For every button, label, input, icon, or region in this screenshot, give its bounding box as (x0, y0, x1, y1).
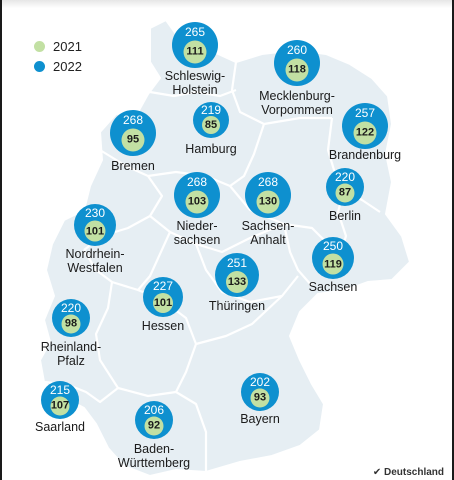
value-2022: 230 (84, 206, 106, 221)
frame-left (0, 0, 2, 480)
value-2022: 265 (184, 25, 206, 40)
value-2022: 251 (226, 255, 248, 270)
value-2021: 122 (355, 126, 375, 139)
circle-2021: 93 (250, 388, 270, 408)
circle-2021: 119 (322, 253, 344, 275)
state-name: Baden- Württemberg (117, 442, 191, 470)
value-2022: 268 (257, 175, 279, 190)
legend-item-2021: 2021 (34, 36, 82, 56)
value-2022: 220 (60, 300, 82, 315)
logo: ✔ Deutschland (373, 467, 444, 478)
value-2022: 219 (200, 103, 222, 118)
value-2022: 268 (122, 113, 144, 128)
state-name: Berlin (329, 209, 361, 223)
circle-2021: 111 (183, 40, 207, 64)
value-2021: 101 (153, 297, 173, 309)
value-2021: 118 (288, 63, 306, 76)
state-name: Schleswig- Holstein (164, 69, 226, 97)
legend: 2021 2022 (34, 36, 82, 76)
top-strip (0, 0, 454, 8)
value-2021: 107 (50, 399, 70, 412)
legend-dot-2022 (34, 60, 45, 72)
state-name: Nordrhein- Westfalen (65, 247, 125, 275)
circle-2021: 87 (335, 183, 355, 203)
value-2021: 111 (186, 45, 204, 58)
value-2021: 93 (253, 391, 267, 404)
circle-2021: 101 (153, 293, 173, 313)
legend-label: 2022 (53, 58, 82, 74)
state-name: Mecklenburg- Vorpommern (259, 89, 335, 117)
state-name: Thüringen (208, 299, 266, 313)
value-2021: 85 (204, 119, 218, 132)
value-2022: 220 (334, 169, 356, 184)
value-2021: 119 (324, 258, 342, 271)
value-2021: 103 (187, 195, 207, 208)
value-2021: 95 (126, 133, 140, 146)
state-name: Saarland (34, 420, 86, 434)
value-2022: 268 (186, 175, 208, 190)
value-2022: 260 (286, 43, 308, 58)
state-name: Hamburg (185, 142, 237, 156)
value-2021: 130 (258, 195, 278, 208)
value-2022: 206 (143, 402, 165, 417)
legend-dot-2021 (34, 40, 45, 52)
legend-item-2022: 2022 (34, 56, 82, 76)
value-2021: 133 (227, 275, 247, 288)
logo-icon: ✔ (372, 467, 382, 478)
state-name: Sachsen (308, 280, 358, 294)
state-name: Rheinland- Pfalz (40, 340, 102, 368)
circle-2021: 95 (121, 128, 145, 152)
value-2021: 87 (338, 186, 352, 199)
value-2021: 92 (147, 419, 161, 432)
state-name: Bayern (240, 412, 280, 426)
value-2022: 250 (322, 239, 344, 254)
circle-2021: 130 (256, 190, 280, 214)
circle-2021: 122 (353, 121, 377, 145)
circle-2021: 107 (50, 396, 70, 416)
state-name: Sachsen- Anhalt (241, 219, 295, 247)
logo-text: Deutschland (383, 467, 444, 478)
value-2021: 101 (85, 225, 105, 238)
state-name: Nieder- sachsen (173, 219, 221, 247)
state-name: Hessen (141, 319, 185, 333)
circle-2021: 92 (144, 416, 164, 436)
circle-2021: 118 (285, 58, 309, 82)
circle-2021: 103 (185, 190, 209, 214)
legend-label: 2021 (53, 38, 82, 54)
circle-2021: 133 (226, 270, 248, 293)
value-2022: 257 (354, 106, 376, 121)
value-2021: 98 (64, 317, 78, 330)
frame-right (452, 0, 454, 480)
value-2022: 202 (249, 374, 271, 389)
value-2022: 215 (49, 382, 71, 397)
circle-2021: 98 (61, 314, 81, 334)
value-2022: 227 (152, 279, 174, 293)
circle-2021: 101 (84, 220, 106, 242)
state-name: Brandenburg (328, 148, 402, 162)
state-name: Bremen (111, 159, 155, 173)
circle-2021: 85 (202, 116, 220, 135)
